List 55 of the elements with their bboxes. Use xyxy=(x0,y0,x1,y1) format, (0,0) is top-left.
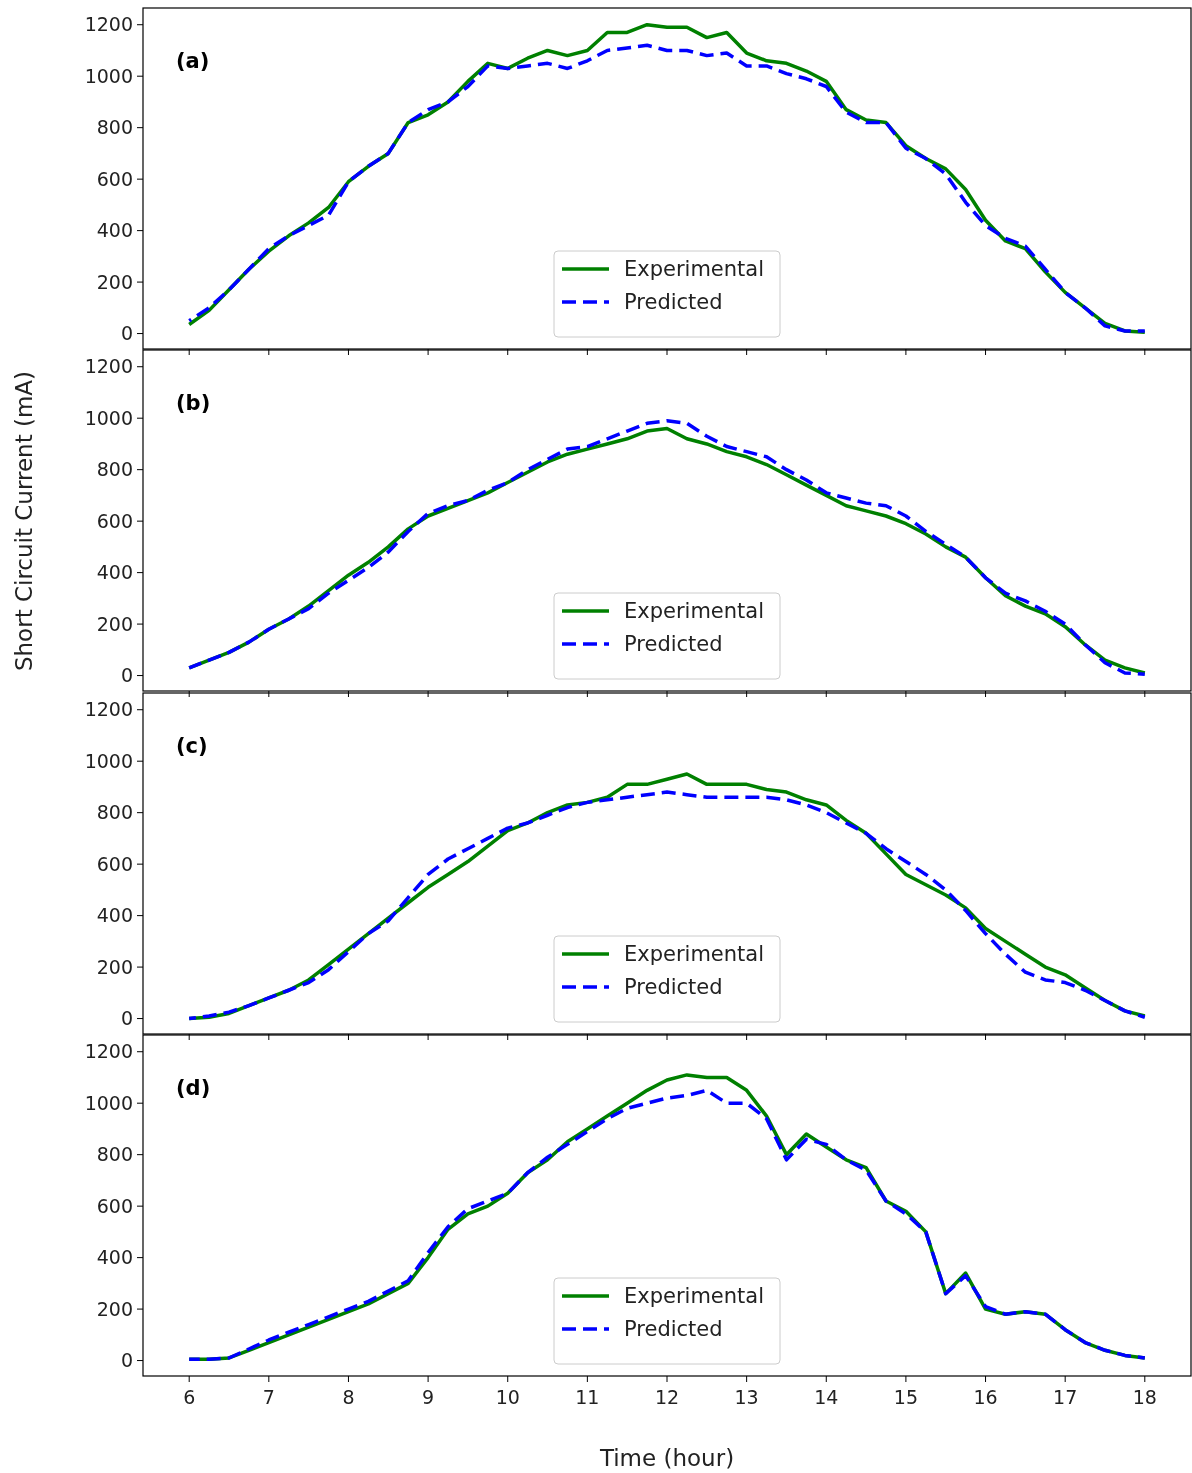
x-tick-label: 18 xyxy=(1132,1386,1157,1408)
y-tick-label: 400 xyxy=(96,561,133,584)
x-tick-label: 17 xyxy=(1053,1386,1078,1408)
y-tick-label: 800 xyxy=(96,801,133,824)
y-tick-label: 400 xyxy=(96,219,133,242)
x-tick-label: 15 xyxy=(893,1386,918,1408)
x-tick-label: 16 xyxy=(973,1386,998,1408)
y-axis-title: Short Circuit Current (mA) xyxy=(11,370,37,672)
y-tick-label: 0 xyxy=(120,1007,133,1030)
y-tick-label: 200 xyxy=(96,270,133,293)
y-tick-label: 800 xyxy=(96,458,133,481)
x-tick-label: 13 xyxy=(734,1386,759,1408)
legend-label: Experimental xyxy=(624,942,765,967)
y-tick-label: 1200 xyxy=(84,13,133,36)
y-tick-label: 600 xyxy=(96,852,133,875)
annotation: (c) xyxy=(176,734,208,758)
x-tick-label: 11 xyxy=(575,1386,600,1408)
y-tick-label: 400 xyxy=(96,1246,133,1269)
legend-label: Predicted xyxy=(624,975,723,1000)
annotation: (a) xyxy=(176,49,210,73)
legend-label: Predicted xyxy=(624,632,723,657)
x-tick-label: 10 xyxy=(495,1386,520,1408)
x-tick-label: 14 xyxy=(814,1386,839,1408)
x-tick-label: 9 xyxy=(422,1386,435,1408)
x-axis-title: Time (hour) xyxy=(598,1445,735,1471)
y-tick-label: 1000 xyxy=(84,1091,133,1114)
y-tick-label: 200 xyxy=(96,612,133,635)
legend-label: Experimental xyxy=(624,257,765,282)
y-tick-label: 200 xyxy=(96,955,133,978)
y-tick-label: 600 xyxy=(96,167,133,190)
y-tick-label: 0 xyxy=(120,664,133,687)
x-tick-label: 6 xyxy=(183,1386,196,1408)
legend-label: Predicted xyxy=(624,1317,723,1342)
y-tick-label: 1000 xyxy=(84,749,133,772)
y-tick-label: 200 xyxy=(96,1297,133,1320)
y-tick-label: 800 xyxy=(96,116,133,139)
y-tick-label: 600 xyxy=(96,509,133,532)
annotation: (b) xyxy=(176,391,211,415)
y-tick-label: 400 xyxy=(96,904,133,927)
y-tick-label: 600 xyxy=(96,1194,133,1217)
legend-label: Predicted xyxy=(624,290,723,315)
y-tick-label: 1200 xyxy=(84,698,133,721)
legend-label: Experimental xyxy=(624,1284,765,1309)
y-tick-label: 1200 xyxy=(84,355,133,378)
annotation: (d) xyxy=(176,1076,211,1100)
y-tick-label: 800 xyxy=(96,1143,133,1166)
y-tick-label: 0 xyxy=(120,322,133,345)
y-tick-label: 1000 xyxy=(84,406,133,429)
x-tick-label: 8 xyxy=(342,1386,355,1408)
x-tick-label: 12 xyxy=(654,1386,680,1408)
y-tick-label: 1000 xyxy=(84,64,133,87)
y-tick-label: 1200 xyxy=(84,1040,133,1063)
x-tick-label: 7 xyxy=(262,1386,275,1408)
y-tick-label: 0 xyxy=(120,1349,133,1372)
legend-label: Experimental xyxy=(624,599,765,624)
